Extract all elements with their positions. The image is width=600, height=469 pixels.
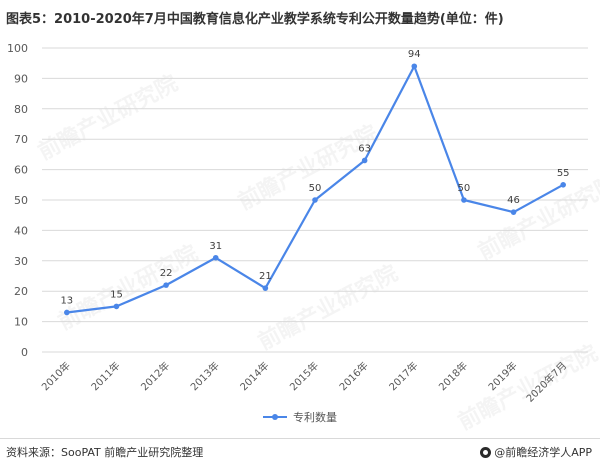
data-label: 55 — [557, 168, 570, 179]
data-label: 50 — [458, 183, 471, 194]
x-tick-label: 2012年 — [138, 359, 172, 393]
legend-marker-icon — [263, 414, 287, 420]
data-point — [411, 63, 418, 70]
y-tick-label: 20 — [14, 285, 28, 298]
x-tick-label: 2010年 — [39, 359, 73, 393]
brand-credit: @前瞻经济学人APP — [480, 444, 592, 460]
y-tick-label: 30 — [14, 255, 28, 268]
chart-legend: 专利数量 — [0, 409, 600, 425]
data-point — [163, 282, 169, 288]
x-tick-label: 2017年 — [386, 359, 420, 393]
x-tick-label: 2015年 — [287, 359, 321, 393]
data-label: 15 — [110, 289, 123, 300]
x-tick-label: 2016年 — [336, 359, 370, 393]
source-note: 资料来源：SooPAT 前瞻产业研究院整理 — [6, 446, 204, 459]
data-point — [113, 303, 120, 310]
y-tick-label: 90 — [14, 72, 28, 85]
data-label: 94 — [408, 49, 421, 60]
x-tick-label: 2014年 — [237, 359, 271, 393]
data-point — [510, 209, 517, 215]
data-label: 63 — [358, 143, 371, 154]
data-label: 46 — [507, 195, 520, 206]
y-tick-label: 0 — [21, 346, 28, 359]
data-label: 22 — [160, 268, 173, 279]
brand-label: @前瞻经济学人APP — [494, 446, 592, 459]
data-label: 31 — [209, 241, 222, 252]
data-point — [361, 157, 368, 164]
data-point — [212, 254, 219, 261]
data-point — [64, 309, 70, 316]
data-point — [461, 197, 467, 203]
y-tick-label: 40 — [14, 224, 28, 237]
data-label: 21 — [259, 271, 272, 282]
footer-divider — [0, 438, 600, 439]
x-tick-label: 2020年7月 — [523, 359, 569, 405]
data-label: 13 — [60, 295, 73, 306]
x-tick-label: 2019年 — [485, 359, 519, 393]
data-point — [262, 285, 269, 291]
y-tick-label: 80 — [14, 103, 28, 116]
brand-logo-icon — [480, 446, 492, 458]
x-tick-label: 2013年 — [188, 359, 222, 393]
x-tick-label: 2018年 — [436, 359, 470, 393]
data-point — [560, 182, 566, 188]
y-tick-label: 50 — [14, 194, 28, 207]
y-tick-label: 70 — [14, 133, 28, 146]
y-tick-label: 10 — [14, 316, 28, 329]
chart-title: 图表5：2010-2020年7月中国教育信息化产业教学系统专利公开数量趋势(单位… — [6, 12, 504, 27]
x-tick-label: 2011年 — [88, 359, 122, 393]
data-point — [312, 197, 318, 203]
y-tick-label: 60 — [14, 164, 28, 177]
legend-label: 专利数量 — [293, 411, 337, 424]
data-label: 50 — [309, 183, 322, 194]
y-tick-label: 100 — [7, 42, 28, 55]
